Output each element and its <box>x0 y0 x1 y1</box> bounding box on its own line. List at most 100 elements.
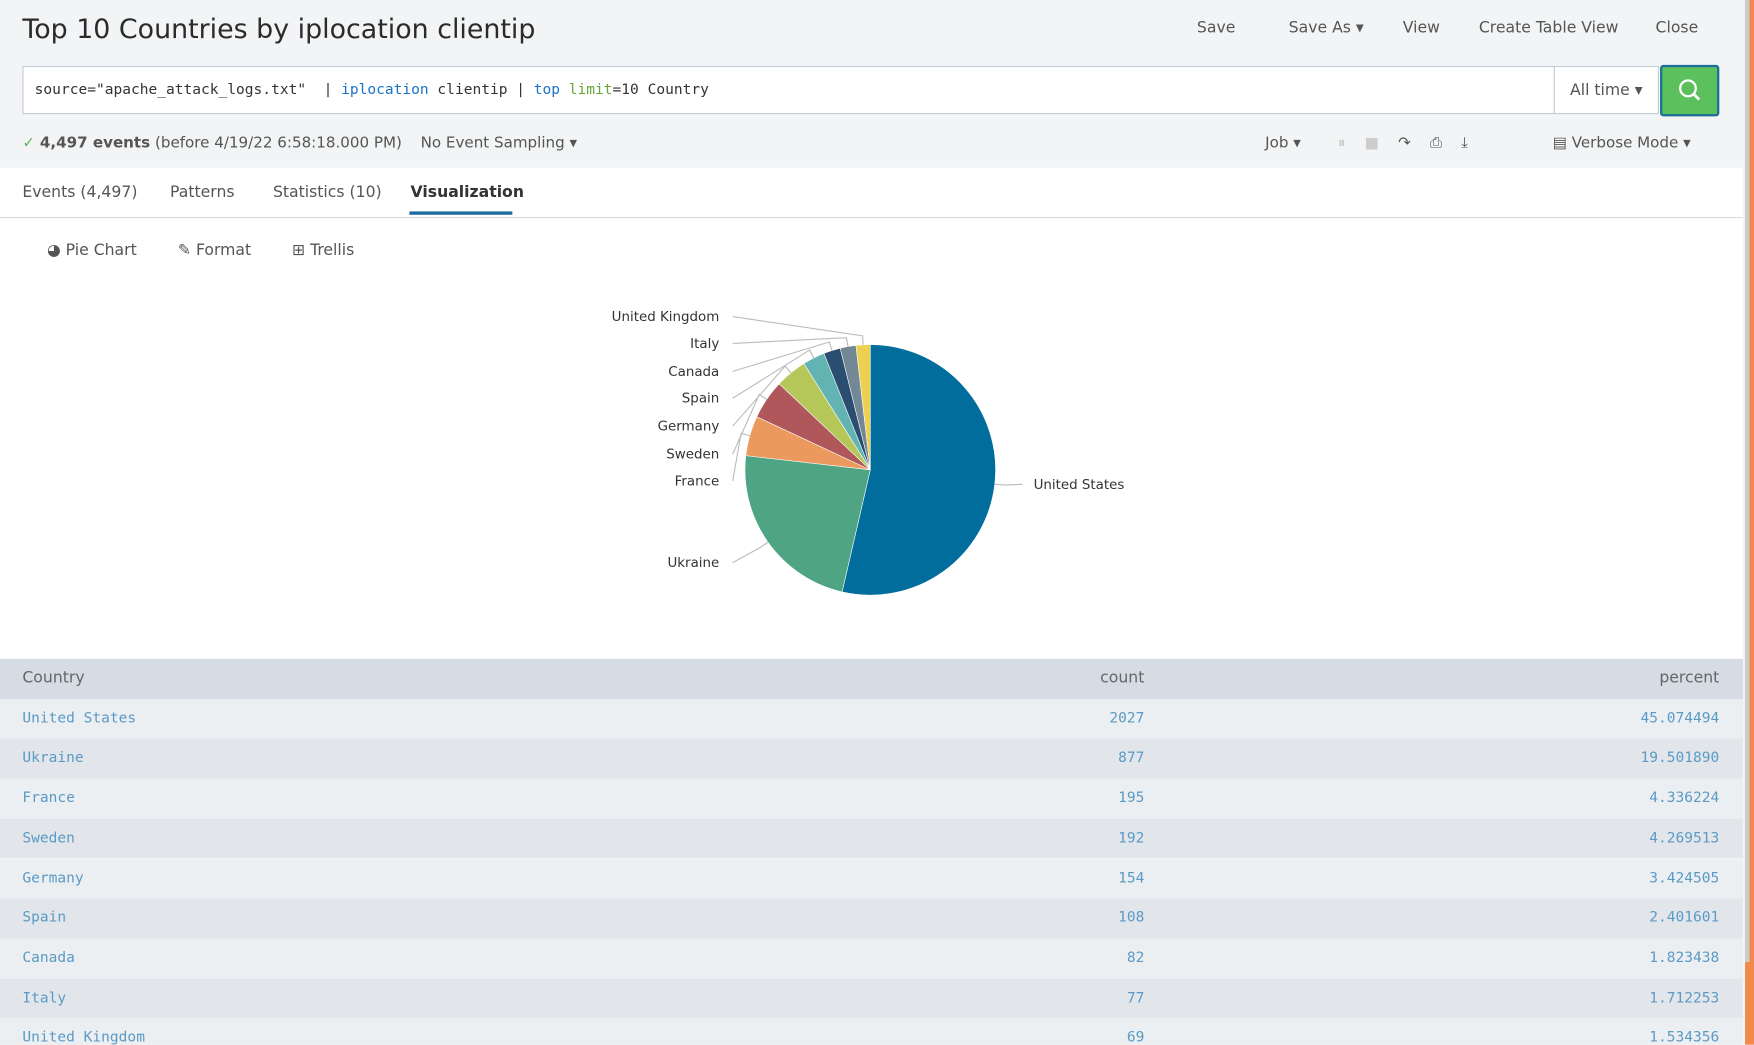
table-row: Ukraine 877 19.501890 <box>0 738 1743 779</box>
viz-control-label: Format <box>195 241 252 260</box>
edge <box>1745 0 1754 1045</box>
tab[interactable]: Events (4,497) <box>22 183 138 202</box>
search-bar[interactable]: source="apache_attack_logs.txt" | iploca… <box>22 65 1555 115</box>
leader-line <box>732 341 833 372</box>
table-cell: 45.074494 <box>1640 709 1720 727</box>
table-cell: Ukraine <box>22 749 84 767</box>
query-token: =10 Country <box>612 81 709 99</box>
viz-control[interactable]: ⊞ Trellis <box>291 241 355 260</box>
slice-label: United States <box>1034 478 1125 493</box>
pie-chart: United States Ukraine France Sweden Germany S… <box>612 310 1125 596</box>
table-row: France 195 4.336224 <box>0 778 1743 819</box>
slice-label: Canada <box>668 365 719 380</box>
table-cell: 2.401601 <box>1649 909 1720 927</box>
leader-line <box>732 393 767 455</box>
sampling[interactable]: No Event Sampling ▾ <box>420 134 578 153</box>
table-cell: Germany <box>22 869 84 887</box>
table-cell: 3.424505 <box>1649 869 1720 887</box>
table-cell: 1.823438 <box>1649 949 1720 967</box>
leader-line <box>732 337 849 347</box>
pie-slice <box>744 455 871 593</box>
search-icon <box>1679 79 1701 101</box>
time-picker[interactable]: All time ▾ <box>1553 65 1659 115</box>
table-cell: 82 <box>1126 949 1145 967</box>
slice-label: Ukraine <box>667 556 719 571</box>
table-cell: United Kingdom <box>22 1029 145 1045</box>
header-action[interactable]: Close <box>1655 19 1699 37</box>
mode-label: Verbose Mode <box>1571 134 1679 153</box>
table-cell: 154 <box>1118 869 1145 887</box>
job-icons[interactable]: ⏸ ■ ↷ ⎙ ⤓ <box>1337 134 1468 153</box>
scrollbar[interactable] <box>1745 0 1750 963</box>
slice-label: Italy <box>690 337 719 352</box>
time-range: All time <box>1570 81 1630 100</box>
header-action[interactable]: Create Table View <box>1478 19 1619 37</box>
table-cell: 19.501890 <box>1640 749 1720 767</box>
table-cell: 77 <box>1126 989 1145 1007</box>
job-label: Job <box>1265 134 1289 153</box>
status: ✓ 4,497 events (before 4/19/22 6:58:18.0… <box>22 134 402 153</box>
column-header: percent <box>1659 668 1720 687</box>
table-cell: 877 <box>1118 749 1145 767</box>
pie-slice <box>841 344 996 596</box>
table-cell: 108 <box>1118 909 1145 927</box>
tab-underline <box>409 211 513 215</box>
table-cell: 4.336224 <box>1649 789 1720 807</box>
query-token: iplocation <box>341 81 429 99</box>
table-cell: 1.712253 <box>1649 989 1720 1007</box>
slice-label: United Kingdom <box>612 310 720 325</box>
viz-control[interactable]: ◕ Pie Chart <box>46 241 137 260</box>
table-cell: Sweden <box>22 829 75 847</box>
leader-line <box>732 316 864 345</box>
leader-line <box>732 349 815 399</box>
slice-label: Germany <box>658 420 720 435</box>
event-count: 4,497 events <box>39 134 151 153</box>
table-row: United Kingdom 69 1.534356 <box>0 1018 1743 1045</box>
mode-menu[interactable]: ▤ Verbose Mode ▾ <box>1552 134 1691 153</box>
tab-bar <box>0 167 1743 219</box>
leader-line <box>732 541 769 564</box>
search-button[interactable] <box>1660 64 1720 117</box>
status-detail: (before 4/19/22 6:58:18.000 PM) <box>154 134 402 153</box>
column-header: Country <box>22 668 85 687</box>
table-row: United States 2027 45.074494 <box>0 698 1743 739</box>
leader-line <box>994 483 1023 486</box>
leader-line <box>732 432 750 482</box>
table-cell: 4.269513 <box>1649 829 1720 847</box>
header-action[interactable]: Save <box>1196 19 1236 37</box>
query-token: source="apache_attack_logs.txt" | <box>34 81 342 99</box>
table-cell: Canada <box>22 949 75 967</box>
sampling-label: No Event Sampling <box>420 134 565 153</box>
query-token: top <box>533 81 561 99</box>
table-cell: United States <box>22 709 137 727</box>
slice-label: Spain <box>682 392 719 407</box>
table-row: Canada 82 1.823438 <box>0 938 1743 979</box>
job-menu[interactable]: Job ▾ <box>1265 134 1301 153</box>
header-action[interactable]: View <box>1402 19 1440 37</box>
table-row: Spain 108 2.401601 <box>0 898 1743 939</box>
tab[interactable]: Statistics (10) <box>272 183 382 202</box>
viz-control[interactable]: ✎ Format <box>177 241 252 260</box>
slice-label: France <box>675 474 720 489</box>
viz-control-label: Pie Chart <box>65 241 137 260</box>
tab[interactable]: Visualization <box>410 183 524 202</box>
table-header: Country count percent <box>0 658 1743 699</box>
query-token: limit <box>568 81 613 99</box>
tab[interactable]: Patterns <box>170 183 235 202</box>
table-cell: 69 <box>1126 1029 1145 1045</box>
header-action[interactable]: Save As ▾ <box>1288 19 1364 37</box>
table-cell: France <box>22 789 75 807</box>
table-cell: 192 <box>1118 829 1145 847</box>
table-row: Germany 154 3.424505 <box>0 858 1743 899</box>
table-cell: Spain <box>22 909 67 927</box>
table-row: Sweden 192 4.269513 <box>0 818 1743 859</box>
table-row: Italy 77 1.712253 <box>0 978 1743 1019</box>
viz-control-label: Trellis <box>310 241 355 260</box>
column-header: count <box>1100 668 1145 687</box>
table-cell: 1.534356 <box>1649 1029 1720 1045</box>
table-cell: 195 <box>1118 789 1145 807</box>
table-cell: 2027 <box>1109 709 1145 727</box>
table-cell: Italy <box>22 989 67 1007</box>
